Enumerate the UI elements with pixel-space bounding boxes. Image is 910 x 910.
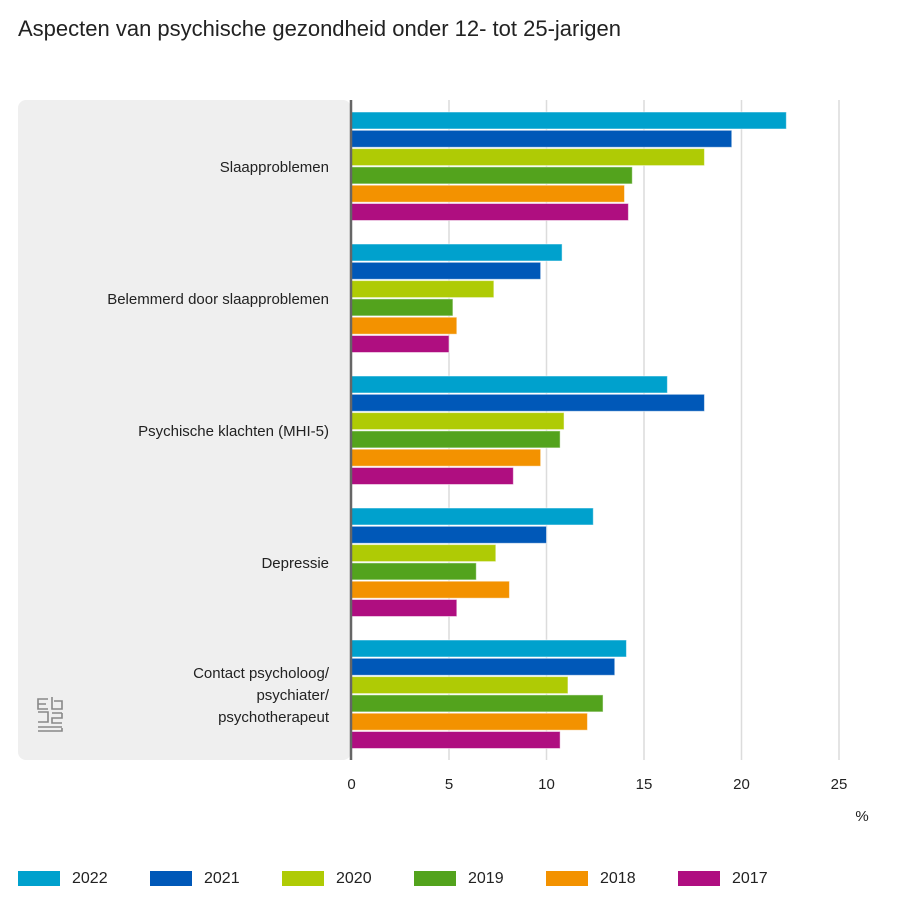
bar-2021[interactable] (351, 393, 705, 412)
category-label: Psychische klachten (MHI-5) (138, 423, 329, 440)
legend-label: 2019 (468, 869, 504, 887)
category-panel (18, 100, 351, 760)
bar-2017[interactable] (351, 335, 450, 353)
bar-2020[interactable] (351, 544, 497, 563)
x-tick-label: 5 (445, 776, 453, 793)
legend-swatch (678, 871, 720, 886)
legend-item-2017[interactable]: 2017 (678, 870, 768, 887)
bar-2021[interactable] (351, 525, 547, 544)
legend-item-2019[interactable]: 2019 (414, 870, 504, 887)
bar-2022[interactable] (351, 639, 627, 658)
bar-2019[interactable] (351, 298, 454, 317)
legend-label: 2022 (72, 869, 108, 887)
legend-swatch (414, 871, 456, 886)
legend-label: 2020 (336, 869, 372, 887)
x-axis-label: % (855, 808, 868, 825)
bar-2018[interactable] (351, 184, 625, 203)
bar-2021[interactable] (351, 261, 542, 280)
bar-2019[interactable] (351, 694, 604, 713)
bar-2020[interactable] (351, 280, 495, 299)
bar-2022[interactable] (351, 111, 787, 130)
legend-item-2020[interactable]: 2020 (282, 870, 372, 887)
x-tick-label: 10 (538, 776, 555, 793)
bar-2018[interactable] (351, 316, 458, 335)
legend-label: 2021 (204, 869, 240, 887)
bar-2018[interactable] (351, 580, 510, 599)
legend-swatch (282, 871, 324, 886)
legend-label: 2017 (732, 869, 768, 887)
bar-2019[interactable] (351, 166, 633, 185)
x-tick-label: 0 (347, 776, 355, 793)
category-label: Slaapproblemen (220, 159, 329, 176)
cbs-logo (37, 697, 63, 732)
bar-2017[interactable] (351, 599, 458, 617)
legend-item-2018[interactable]: 2018 (546, 870, 636, 887)
bar-chart: 0 5 10 15 20 25% Slaapproblemen Belemmerd door … (18, 100, 869, 825)
bar-2021[interactable] (351, 657, 616, 676)
bar-2017[interactable] (351, 203, 629, 221)
category-label: Belemmerd door slaapproblemen (107, 291, 329, 308)
bar-2017[interactable] (351, 467, 514, 485)
category-label: Depressie (261, 555, 329, 572)
bar-2019[interactable] (351, 562, 477, 581)
legend-item-2021[interactable]: 2021 (150, 870, 240, 887)
legend-label: 2018 (600, 869, 636, 887)
legend-swatch (546, 871, 588, 886)
bar-2017[interactable] (351, 731, 561, 749)
bar-2020[interactable] (351, 148, 705, 167)
bar-2022[interactable] (351, 375, 668, 394)
legend-item-2022[interactable]: 2022 (18, 870, 108, 887)
chart-title: Aspecten van psychische gezondheid onder… (18, 16, 621, 41)
bar-2021[interactable] (351, 129, 733, 148)
x-tick-label: 25 (831, 776, 848, 793)
category-label: Contact psycholoog/psychiater/psychother… (193, 665, 330, 726)
x-tick-label: 15 (636, 776, 653, 793)
bar-2018[interactable] (351, 712, 588, 731)
bar-2022[interactable] (351, 507, 594, 526)
bar-2019[interactable] (351, 430, 561, 449)
bar-2020[interactable] (351, 412, 565, 431)
bar-2018[interactable] (351, 448, 542, 467)
bar-2020[interactable] (351, 676, 569, 695)
legend-swatch (18, 871, 60, 886)
bar-2022[interactable] (351, 243, 563, 262)
legend-swatch (150, 871, 192, 886)
x-tick-label: 20 (733, 776, 750, 793)
